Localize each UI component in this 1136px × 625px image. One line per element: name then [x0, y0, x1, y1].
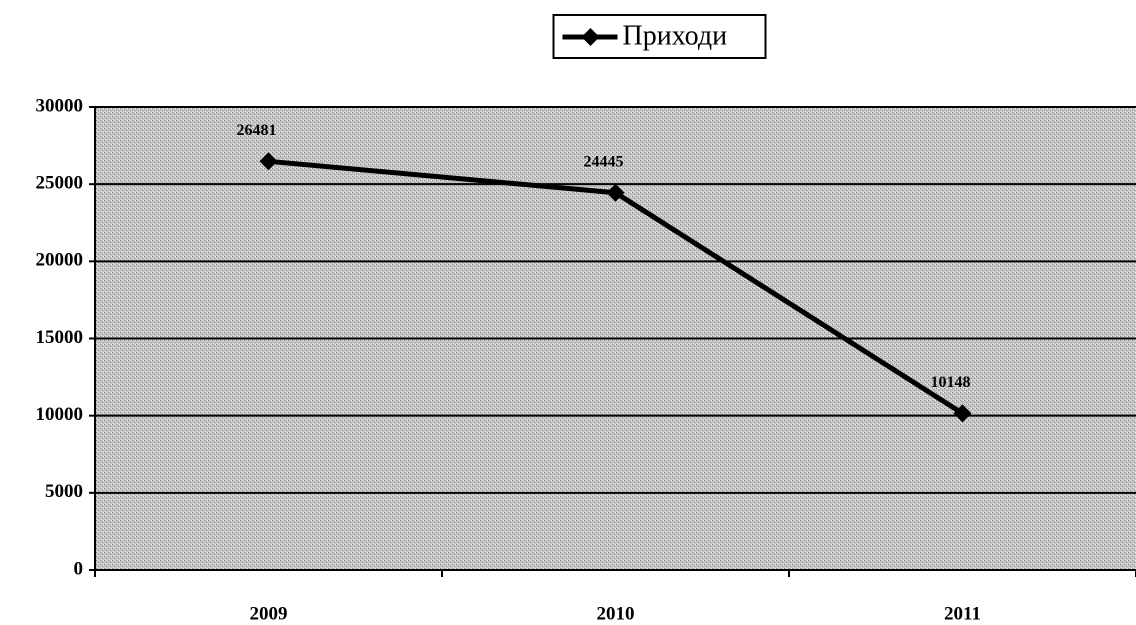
y-tick-label: 15000	[36, 327, 84, 348]
x-tick-label: 2009	[250, 603, 288, 624]
y-tick-label: 30000	[36, 95, 84, 116]
x-tick-label: 2011	[944, 603, 981, 624]
data-label: 24445	[584, 153, 624, 170]
x-tick-label: 2010	[597, 603, 635, 624]
data-label: 26481	[237, 122, 277, 139]
y-tick-label: 25000	[36, 173, 84, 194]
marker	[953, 404, 972, 423]
data-label: 10148	[931, 374, 971, 391]
marker	[259, 152, 278, 171]
legend-label: Приходи	[623, 20, 728, 51]
legend-marker	[581, 28, 600, 46]
marker	[606, 183, 625, 202]
y-tick-label: 20000	[36, 250, 84, 271]
y-tick-label: 10000	[36, 404, 84, 425]
y-tick-label: 5000	[45, 481, 83, 502]
y-tick-label: 0	[74, 558, 84, 579]
